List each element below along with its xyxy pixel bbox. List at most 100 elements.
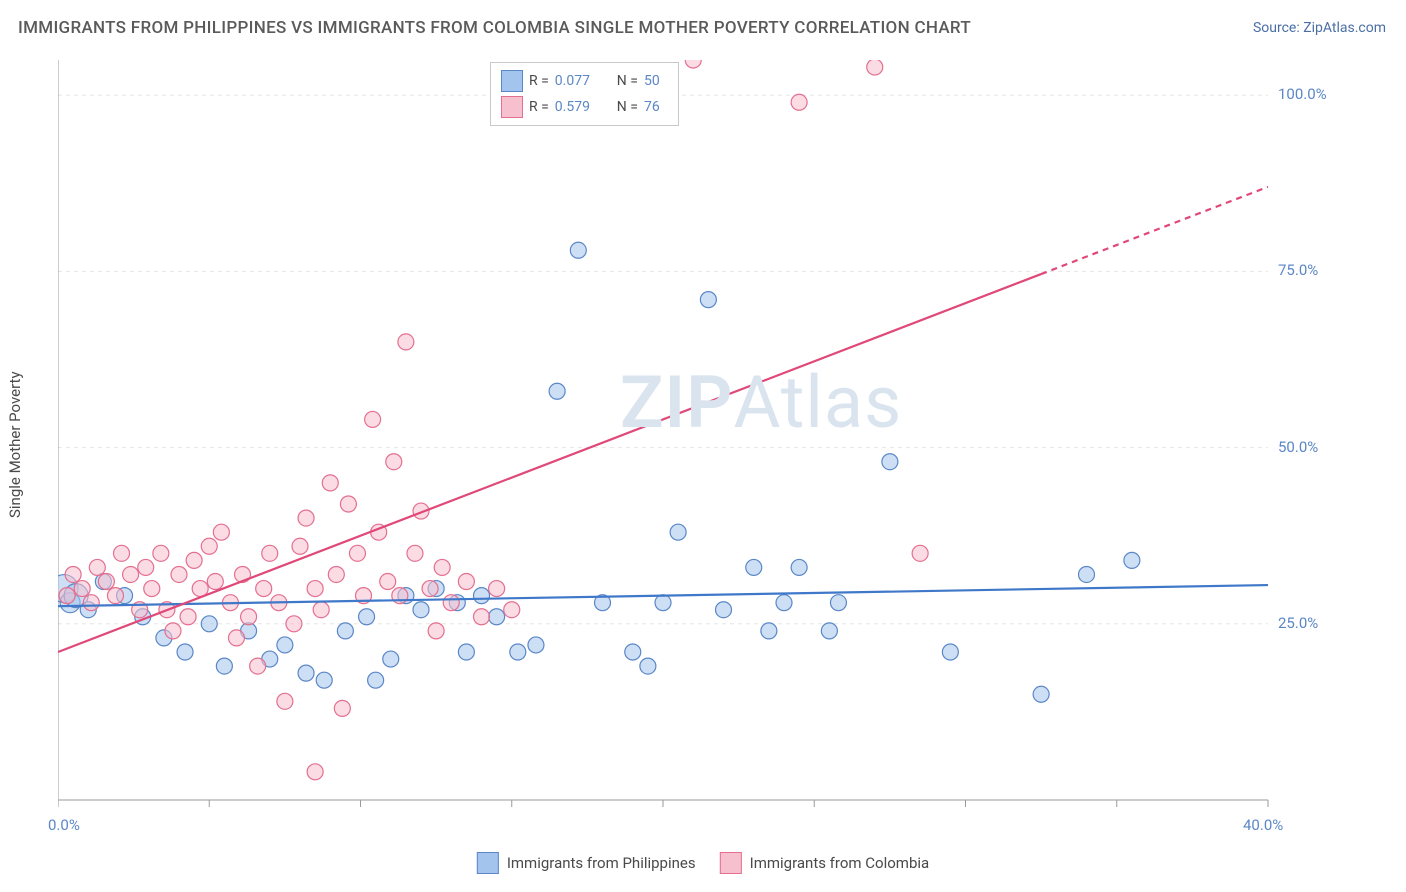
y-tick-label: 100.0%	[1278, 85, 1327, 103]
scatter-point	[277, 693, 293, 709]
scatter-point	[791, 94, 807, 110]
legend-correlation-row: R = 0.579 N = 76	[501, 94, 668, 120]
scatter-point	[625, 644, 641, 660]
x-tick-label: 0.0%	[48, 816, 80, 834]
r-label: R =	[529, 73, 549, 89]
scatter-point	[316, 672, 332, 688]
scatter-point	[670, 524, 686, 540]
legend-series-item: Immigrants from Colombia	[720, 852, 930, 874]
scatter-point	[74, 581, 90, 597]
scatter-point	[528, 637, 544, 653]
scatter-point	[153, 545, 169, 561]
scatter-point	[685, 60, 701, 68]
n-value: 50	[644, 73, 668, 89]
scatter-point	[761, 623, 777, 639]
scatter-point	[570, 242, 586, 258]
scatter-point	[867, 60, 883, 75]
legend-swatch	[501, 70, 523, 92]
scatter-point	[349, 545, 365, 561]
scatter-point	[216, 658, 232, 674]
scatter-point	[830, 595, 846, 611]
scatter-point	[328, 566, 344, 582]
scatter-point	[791, 559, 807, 575]
scatter-point	[114, 545, 130, 561]
scatter-point	[241, 609, 257, 625]
scatter-point	[322, 475, 338, 491]
r-label: R =	[529, 99, 549, 115]
scatter-point	[413, 602, 429, 618]
y-axis-label: Single Mother Poverty	[6, 60, 24, 830]
y-tick-label: 25.0%	[1278, 614, 1318, 632]
trend-line-extrapolation	[1041, 187, 1268, 274]
scatter-point	[98, 574, 114, 590]
scatter-point	[510, 644, 526, 660]
scatter-point	[386, 454, 402, 470]
scatter-point	[422, 581, 438, 597]
scatter-point	[138, 559, 154, 575]
scatter-point	[298, 665, 314, 681]
correlation-legend: R = 0.077 N = 50 R = 0.579 N = 76	[490, 62, 679, 126]
scatter-point	[171, 566, 187, 582]
scatter-point	[201, 538, 217, 554]
scatter-point	[640, 658, 656, 674]
plot-area	[58, 60, 1328, 830]
y-tick-label: 75.0%	[1278, 261, 1318, 279]
source-attribution: Source: ZipAtlas.com	[1253, 20, 1386, 36]
scatter-point	[340, 496, 356, 512]
scatter-point	[443, 595, 459, 611]
scatter-point	[177, 644, 193, 660]
scatter-point	[286, 616, 302, 632]
scatter-point	[776, 595, 792, 611]
n-label: N =	[617, 73, 638, 89]
scatter-point	[434, 559, 450, 575]
scatter-point	[228, 630, 244, 646]
scatter-point	[504, 602, 520, 618]
scatter-point	[458, 644, 474, 660]
scatter-point	[1079, 566, 1095, 582]
legend-series-label: Immigrants from Colombia	[750, 854, 930, 872]
chart-title: IMMIGRANTS FROM PHILIPPINES VS IMMIGRANT…	[18, 18, 971, 38]
x-tick-label: 40.0%	[1243, 816, 1283, 834]
scatter-point	[458, 574, 474, 590]
scatter-point	[380, 574, 396, 590]
scatter-point	[277, 637, 293, 653]
legend-series-item: Immigrants from Philippines	[477, 852, 696, 874]
scatter-point	[821, 623, 837, 639]
scatter-point	[489, 581, 505, 597]
scatter-point	[1124, 552, 1140, 568]
r-value: 0.077	[555, 73, 603, 89]
scatter-point	[655, 595, 671, 611]
n-value: 76	[644, 99, 668, 115]
scatter-point	[65, 566, 81, 582]
scatter-plot	[58, 60, 1328, 830]
scatter-point	[1033, 686, 1049, 702]
scatter-point	[180, 609, 196, 625]
scatter-point	[207, 574, 223, 590]
scatter-point	[365, 411, 381, 427]
scatter-point	[213, 524, 229, 540]
scatter-point	[165, 623, 181, 639]
scatter-point	[334, 700, 350, 716]
scatter-point	[313, 602, 329, 618]
scatter-point	[83, 595, 99, 611]
scatter-point	[359, 609, 375, 625]
scatter-point	[292, 538, 308, 554]
scatter-point	[882, 454, 898, 470]
scatter-point	[746, 559, 762, 575]
scatter-point	[700, 292, 716, 308]
series-legend: Immigrants from Philippines Immigrants f…	[477, 852, 929, 874]
n-label: N =	[617, 99, 638, 115]
scatter-point	[186, 552, 202, 568]
scatter-point	[298, 510, 314, 526]
scatter-point	[716, 602, 732, 618]
scatter-point	[337, 623, 353, 639]
scatter-point	[250, 658, 266, 674]
scatter-point	[307, 764, 323, 780]
scatter-point	[912, 545, 928, 561]
legend-swatch	[720, 852, 742, 874]
scatter-point	[474, 609, 490, 625]
scatter-point	[144, 581, 160, 597]
scatter-point	[489, 609, 505, 625]
scatter-point	[123, 566, 139, 582]
scatter-point	[383, 651, 399, 667]
